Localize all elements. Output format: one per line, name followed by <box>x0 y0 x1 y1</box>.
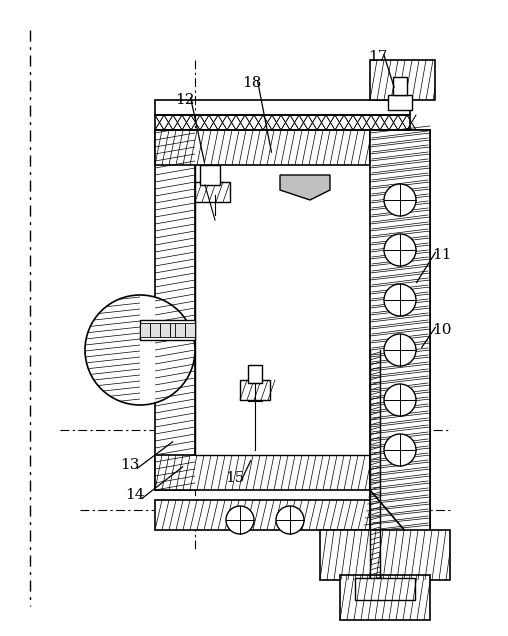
Bar <box>155 100 410 115</box>
Circle shape <box>85 295 195 405</box>
Text: 12: 12 <box>175 93 195 107</box>
Circle shape <box>384 384 416 416</box>
Circle shape <box>384 284 416 316</box>
Bar <box>355 578 415 600</box>
Bar <box>393 77 407 95</box>
Bar <box>155 115 410 130</box>
Text: 14: 14 <box>125 488 145 502</box>
Bar <box>140 323 150 337</box>
Bar <box>150 323 160 337</box>
Polygon shape <box>280 175 330 200</box>
Bar <box>195 150 370 455</box>
Bar <box>170 323 180 337</box>
Bar <box>175 323 185 337</box>
Bar <box>200 165 220 185</box>
Polygon shape <box>370 130 430 560</box>
Bar <box>248 365 262 383</box>
Circle shape <box>384 234 416 266</box>
Bar <box>185 323 195 337</box>
Circle shape <box>276 506 304 534</box>
Text: 15: 15 <box>226 471 245 485</box>
Circle shape <box>384 434 416 466</box>
Bar <box>320 530 450 580</box>
Circle shape <box>226 506 254 534</box>
Bar <box>240 380 270 400</box>
Bar <box>160 323 170 337</box>
Bar <box>140 320 195 340</box>
Text: 11: 11 <box>432 248 452 262</box>
Bar <box>155 500 370 530</box>
Bar <box>370 60 435 100</box>
Bar <box>155 455 370 490</box>
Circle shape <box>384 334 416 366</box>
Bar <box>388 95 412 110</box>
Text: 13: 13 <box>120 458 140 472</box>
Bar <box>195 182 230 202</box>
Text: 17: 17 <box>368 50 388 64</box>
Text: 10: 10 <box>432 323 452 337</box>
Circle shape <box>384 184 416 216</box>
Bar <box>155 130 195 490</box>
Text: 18: 18 <box>242 76 262 90</box>
Bar <box>340 575 430 620</box>
Bar <box>370 130 430 560</box>
Bar <box>155 130 370 165</box>
